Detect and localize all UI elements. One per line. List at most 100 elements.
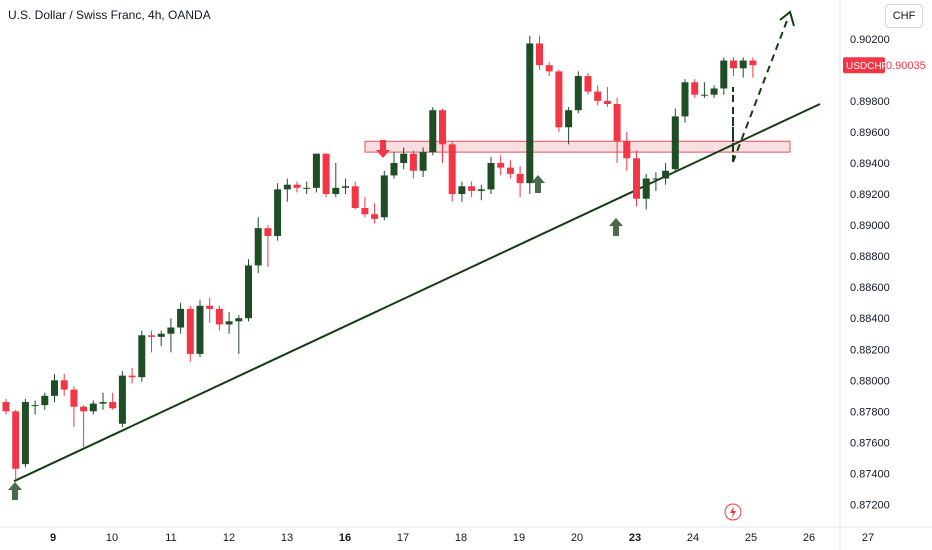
candle-body <box>516 173 524 184</box>
candle-body <box>477 189 485 191</box>
projection-arrowhead <box>779 10 795 27</box>
y-tick-label: 0.87400 <box>850 468 890 480</box>
candle-body <box>186 308 194 354</box>
candle-body <box>21 402 29 465</box>
candle-body <box>235 318 243 322</box>
last-price-label: 0.90035 <box>886 60 926 72</box>
candle-body <box>283 184 291 190</box>
arrow-down-icon <box>376 140 390 158</box>
candle-body <box>51 380 58 396</box>
candle-body <box>303 187 311 189</box>
candle-body <box>245 265 252 319</box>
candle-body <box>739 60 747 69</box>
candle-body <box>458 186 466 195</box>
x-tick-label: 19 <box>513 532 525 544</box>
x-tick-label: 25 <box>745 532 757 544</box>
candle-body <box>361 208 369 215</box>
candle-body <box>710 88 718 95</box>
candle-body <box>293 184 301 188</box>
candle-body <box>312 153 320 188</box>
y-tick-label: 0.88400 <box>850 313 890 325</box>
candle-body <box>342 186 349 188</box>
candle-body <box>409 153 417 171</box>
x-tick-label: 13 <box>281 532 293 544</box>
candle-body <box>206 305 214 309</box>
y-tick-label: 0.87600 <box>850 437 890 449</box>
y-tick-label: 0.88800 <box>850 251 890 263</box>
candle-body <box>118 375 126 424</box>
y-tick-label: 0.88000 <box>850 375 890 387</box>
y-tick-label: 0.89600 <box>850 127 890 139</box>
candle-body <box>497 162 505 168</box>
support-zone <box>364 140 791 153</box>
candle-body <box>371 214 379 219</box>
candle-body <box>89 403 97 412</box>
candle-body <box>80 406 88 412</box>
candle-body <box>487 162 495 190</box>
candle-body <box>2 402 10 412</box>
candle-body <box>177 308 185 328</box>
symbol-badge <box>843 57 885 74</box>
x-tick-label: 17 <box>397 532 409 544</box>
x-tick-label: 9 <box>50 532 56 544</box>
x-tick-label: 20 <box>571 532 583 544</box>
candle-body <box>720 60 728 89</box>
candle-body <box>400 153 408 163</box>
candle-body <box>623 141 631 159</box>
candle-body <box>380 175 388 218</box>
chart-title: U.S. Dollar / Swiss Franc, 4h, OANDA <box>8 8 211 22</box>
candle-body <box>215 308 223 325</box>
candle-body <box>429 110 437 153</box>
candle-body <box>225 321 233 325</box>
candle-body <box>351 186 359 208</box>
lightning-icon <box>730 506 736 518</box>
candle-body <box>671 116 679 170</box>
candle-body <box>332 187 340 195</box>
y-tick-label: 0.89800 <box>850 96 890 108</box>
x-tick-label: 18 <box>455 532 467 544</box>
candle-body <box>148 335 155 337</box>
candle-body <box>555 71 563 128</box>
x-tick-label: 26 <box>803 532 815 544</box>
candle-body <box>196 305 204 354</box>
candle-body <box>138 335 146 378</box>
y-tick-label: 0.88600 <box>850 282 890 294</box>
candle-body <box>584 76 592 92</box>
candle-body <box>109 402 117 409</box>
arrow-up-icon <box>609 218 623 236</box>
currency-button[interactable]: CHF <box>885 4 923 28</box>
x-tick-label: 12 <box>223 532 235 544</box>
candle-body <box>681 82 689 117</box>
candle-body <box>749 60 757 66</box>
candle-body <box>652 178 660 180</box>
candle-body <box>613 104 621 142</box>
candle-body <box>545 65 553 72</box>
candle-body <box>565 110 573 128</box>
y-tick-label: 0.90200 <box>850 34 890 46</box>
candle-body <box>419 152 427 171</box>
symbol-label: USDCHF <box>846 61 888 72</box>
candle-body <box>322 153 330 195</box>
candle-body <box>41 395 49 406</box>
arrow-up-icon <box>8 482 22 500</box>
candle-body <box>633 158 640 199</box>
x-tick-label: 10 <box>106 532 118 544</box>
y-tick-label: 0.87800 <box>850 406 890 418</box>
candle-body <box>254 228 262 266</box>
y-tick-label: 0.89000 <box>850 220 890 232</box>
x-tick-label: 11 <box>165 532 176 544</box>
x-tick-label: 23 <box>629 532 641 544</box>
candle-body <box>60 380 68 390</box>
candle-body <box>157 333 165 337</box>
trendline <box>13 103 821 483</box>
candle-body <box>691 82 699 95</box>
candle-body <box>448 144 456 195</box>
candle-body <box>642 178 650 199</box>
candle-body <box>439 110 446 145</box>
candle-body <box>662 170 670 179</box>
candle-body <box>594 91 602 101</box>
y-tick-label: 0.88200 <box>850 344 890 356</box>
candle-body <box>274 189 282 236</box>
y-tick-label: 0.89400 <box>850 158 890 170</box>
